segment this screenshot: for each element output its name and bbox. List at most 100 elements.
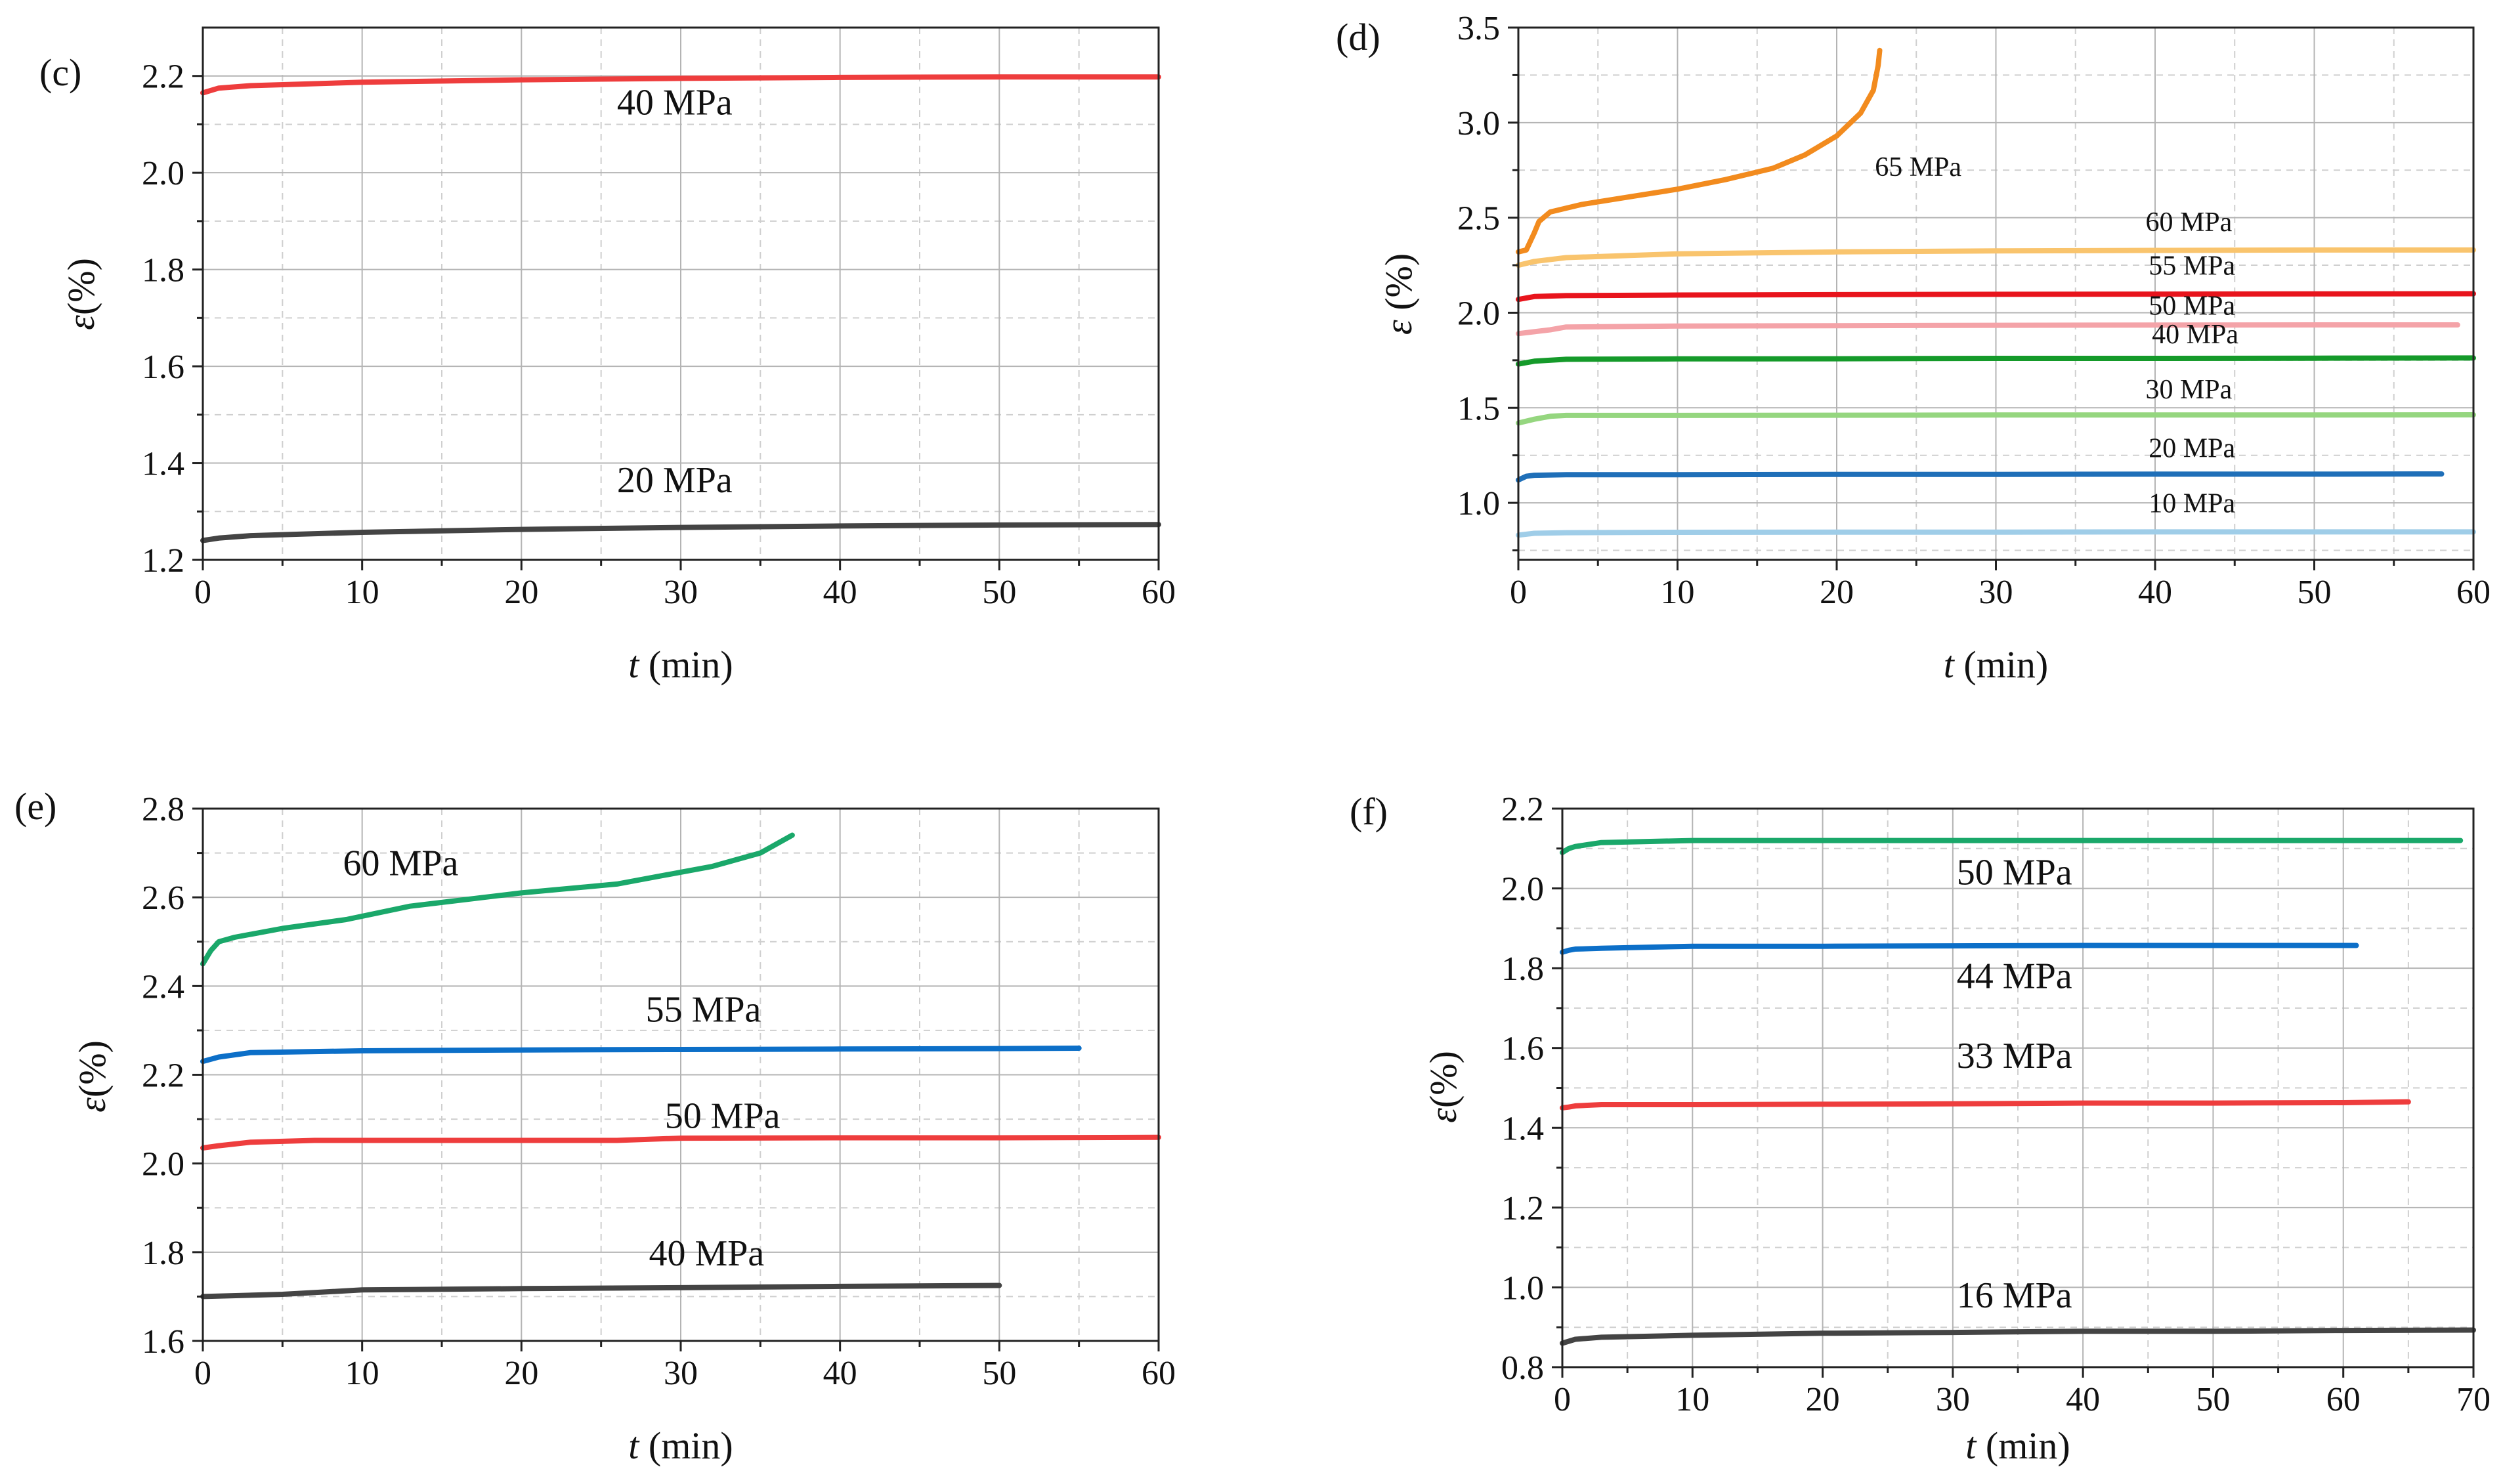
series-label-20-mpa: 20 MPa — [617, 460, 733, 501]
y-tick-label: 2.2 — [142, 1057, 184, 1095]
series-line-10-mpa — [1516, 529, 2476, 538]
x-tick-label: 10 — [1661, 574, 1695, 611]
series-line-50-mpa — [200, 1134, 1161, 1151]
x-axis-label: t (min) — [1944, 643, 2048, 686]
series-line-20-mpa — [1516, 471, 2445, 483]
series-label-50-mpa: 50 MPa — [2149, 291, 2235, 321]
x-tick-label: 20 — [1806, 1381, 1840, 1418]
x-axis-label-symbol: t — [1944, 643, 1956, 686]
series-label-55-mpa: 55 MPa — [2149, 251, 2235, 282]
x-tick-label: 20 — [1820, 574, 1854, 611]
x-tick-label: 50 — [982, 1355, 1016, 1392]
y-tick-label: 1.0 — [1457, 485, 1500, 522]
y-tick-label: 1.8 — [142, 252, 184, 289]
x-tick-label: 0 — [194, 1355, 211, 1392]
y-tick-label: 1.6 — [142, 349, 184, 386]
y-tick-label: 1.5 — [1457, 390, 1500, 427]
x-axis-label-symbol: t — [628, 1424, 640, 1467]
y-tick-label: 1.4 — [1501, 1110, 1544, 1147]
x-tick-label: 40 — [2066, 1381, 2100, 1418]
x-tick-label: 0 — [194, 574, 211, 611]
y-axis-label: ε (%) — [1377, 253, 1420, 335]
y-axis-label-unit: (%) — [71, 1040, 114, 1097]
y-axis-label-symbol: ε — [71, 1097, 114, 1113]
series-line-44-mpa — [1560, 943, 2359, 955]
x-axis-label-unit: (min) — [1954, 643, 2048, 686]
x-axis-label: t (min) — [628, 1424, 733, 1467]
y-axis-label-symbol: ε — [60, 315, 102, 330]
series-line-50-mpa — [1560, 837, 2464, 855]
y-tick-label: 2.5 — [1457, 200, 1500, 238]
x-tick-label: 60 — [2456, 574, 2491, 611]
series-line-40-mpa — [200, 1283, 1002, 1300]
series-label-60-mpa: 60 MPa — [2145, 207, 2232, 238]
x-tick-label: 60 — [1142, 1355, 1176, 1392]
panel-f: 0 10 20 30 40 50 60 70 0.8 1.0 1.2 1.4 1.6 1.8 2.0 2.2 5… — [1350, 790, 2491, 1467]
panel-c: 0 10 20 30 40 50 60 1.2 1.4 1.6 1.8 2.0 2.2 40 MPa 20 … — [39, 26, 1176, 686]
x-tick-label: 30 — [1979, 574, 2013, 611]
x-tick-label: 20 — [504, 1355, 538, 1392]
y-tick-label: 3.0 — [1457, 105, 1500, 142]
x-tick-label: 10 — [345, 574, 379, 611]
x-tick-label: 60 — [1142, 574, 1176, 611]
y-axis-label-unit: (%) — [1377, 253, 1420, 320]
series-label-60-mpa: 60 MPa — [343, 843, 459, 883]
x-axis-label-symbol: t — [628, 643, 640, 686]
y-tick-label: 2.2 — [1501, 791, 1544, 828]
y-tick-label: 2.2 — [142, 58, 184, 96]
series-line-55-mpa — [200, 1046, 1082, 1065]
x-tick-label: 0 — [1554, 1381, 1571, 1418]
series-line-60-mpa — [200, 832, 795, 967]
x-axis-label-unit: (min) — [1976, 1424, 2070, 1467]
y-axis-label-unit: (%) — [60, 258, 102, 315]
panel-label: (c) — [39, 51, 81, 94]
y-tick-label: 2.0 — [1457, 295, 1500, 332]
y-tick-label: 2.4 — [142, 968, 184, 1006]
y-tick-label: 1.6 — [142, 1323, 184, 1361]
series-line-55-mpa — [1516, 291, 2476, 303]
series-label-50-mpa: 50 MPa — [665, 1096, 781, 1137]
x-tick-label: 40 — [823, 1355, 857, 1392]
panel-d: 0 10 20 30 40 50 60 1.0 1.5 2.0 2.5 3.0 3.5 65 MPa 60 … — [1336, 10, 2491, 686]
x-axis-label-unit: (min) — [639, 1424, 733, 1467]
series-line-16-mpa — [1560, 1327, 2476, 1346]
x-tick-label: 50 — [2196, 1381, 2230, 1418]
series-label-50-mpa: 50 MPa — [1957, 852, 2072, 893]
y-tick-label: 2.0 — [142, 1146, 184, 1183]
y-tick-label: 3.5 — [1457, 10, 1500, 47]
series-label-20-mpa: 20 MPa — [2149, 434, 2235, 464]
x-tick-label: 30 — [1936, 1381, 1970, 1418]
y-axis-label-symbol: ε — [1377, 320, 1420, 335]
series-line-33-mpa — [1560, 1099, 2411, 1111]
x-axis-label-symbol: t — [1965, 1424, 1977, 1467]
series-line-40-mpa — [200, 74, 1161, 96]
panel-e: 0 10 20 30 40 50 60 1.6 1.8 2.0 2.2 2.4 2.6 2.8 60 MPa… — [14, 785, 1176, 1467]
y-tick-label: 1.6 — [1501, 1030, 1544, 1068]
series-label-33-mpa: 33 MPa — [1957, 1036, 2072, 1076]
x-tick-label: 40 — [2138, 574, 2172, 611]
series-label-55-mpa: 55 MPa — [646, 989, 761, 1030]
series-label-65-mpa: 65 MPa — [1875, 152, 1961, 182]
y-axis-label: ε(%) — [1422, 1051, 1465, 1123]
y-tick-label: 1.2 — [1501, 1190, 1544, 1227]
x-tick-label: 70 — [2456, 1381, 2491, 1418]
x-axis-label: t (min) — [1965, 1424, 2070, 1467]
series-line-50-mpa — [1516, 322, 2460, 337]
y-tick-label: 1.4 — [142, 446, 184, 483]
panel-label: (d) — [1336, 16, 1380, 58]
y-axis-label: ε(%) — [60, 258, 102, 330]
series-line-65-mpa — [1516, 47, 1883, 255]
series-line-30-mpa — [1516, 412, 2476, 426]
series-label-40-mpa: 40 MPa — [649, 1233, 764, 1274]
x-tick-label: 60 — [2326, 1381, 2361, 1418]
series-label-40-mpa: 40 MPa — [617, 83, 733, 123]
series-label-30-mpa: 30 MPa — [2145, 375, 2232, 405]
series-label-40-mpa: 40 MPa — [2152, 320, 2238, 350]
y-tick-label: 2.8 — [142, 791, 184, 828]
y-axis-label: ε(%) — [71, 1040, 114, 1113]
x-tick-label: 0 — [1510, 574, 1527, 611]
x-tick-label: 10 — [345, 1355, 379, 1392]
x-tick-label: 20 — [504, 574, 538, 611]
y-axis-label-unit: (%) — [1422, 1051, 1465, 1108]
